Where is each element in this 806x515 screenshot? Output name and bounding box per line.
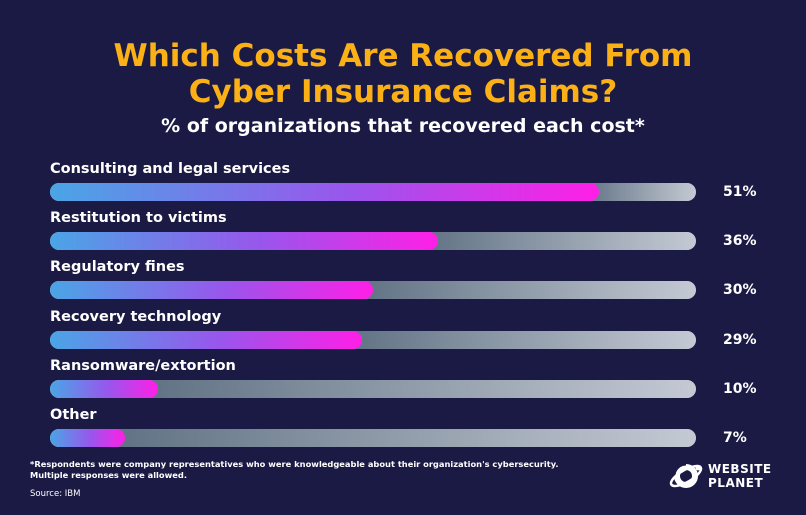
bar-value-label: 29% — [723, 331, 757, 348]
bar-row: Other 7% — [50, 407, 760, 447]
bar-track — [50, 429, 696, 447]
logo-wordmark: WEBSITE PLANET — [708, 462, 772, 490]
bar-category-label: Restitution to victims — [50, 210, 227, 227]
bar-category-label: Consulting and legal services — [50, 161, 291, 177]
website-planet-logo: WEBSITE PLANET — [668, 456, 778, 496]
bar-row: Ransomware/extortion 10% — [50, 358, 760, 398]
chart-subtitle: % of organizations that recovered each c… — [161, 115, 645, 137]
bar-category-label: Ransomware/extortion — [50, 357, 236, 374]
bar-value-label: 51% — [723, 184, 757, 200]
bar-value-label: 10% — [723, 380, 757, 397]
bar-track-shade — [107, 429, 696, 447]
bar-row: Consulting and legal services 51% — [50, 161, 760, 201]
bar-value-label: 36% — [723, 233, 757, 250]
bar-track-shade — [344, 330, 696, 349]
planet-logo-icon — [669, 462, 703, 488]
bar-fill — [50, 232, 438, 251]
bar-track-shade — [419, 232, 696, 251]
logo-line1: WEBSITE — [708, 462, 772, 476]
bar-category-label: Recovery technology — [50, 308, 222, 325]
bar-fill — [50, 183, 600, 201]
bar-category-label: Other — [50, 407, 97, 423]
bar-value-label: 30% — [723, 282, 757, 299]
footnote-line2: Multiple responses were allowed. — [30, 470, 187, 480]
footnote: *Respondents were company representative… — [30, 459, 590, 481]
source-note: Source: IBM — [30, 489, 81, 499]
bar-fill — [50, 281, 373, 300]
bar-track-shade — [355, 281, 696, 300]
bar-category-label: Regulatory fines — [50, 259, 185, 276]
bar-track — [50, 379, 696, 398]
bar-track — [50, 330, 696, 349]
bar-row: Regulatory fines 30% — [50, 259, 760, 300]
bar-fill — [50, 330, 363, 349]
bar-track — [50, 232, 696, 251]
bar-track-shade — [139, 379, 696, 398]
footnote-line1: *Respondents were company representative… — [30, 459, 559, 469]
bar-fill — [50, 379, 158, 398]
bar-track-shade — [581, 183, 696, 201]
bar-fill — [50, 429, 126, 447]
chart-title-line2: Cyber Insurance Claims? — [188, 74, 618, 110]
bar-track — [50, 183, 696, 201]
chart-title-line1: Which Costs Are Recovered From — [113, 38, 693, 74]
logo-line2: PLANET — [708, 476, 764, 490]
chart-title: Which Costs Are Recovered From Cyber Ins… — [0, 38, 806, 110]
bar-row: Restitution to victims 36% — [50, 210, 760, 251]
bar-track — [50, 281, 696, 300]
bar-row: Recovery technology 29% — [50, 309, 760, 349]
bar-value-label: 7% — [723, 430, 747, 446]
